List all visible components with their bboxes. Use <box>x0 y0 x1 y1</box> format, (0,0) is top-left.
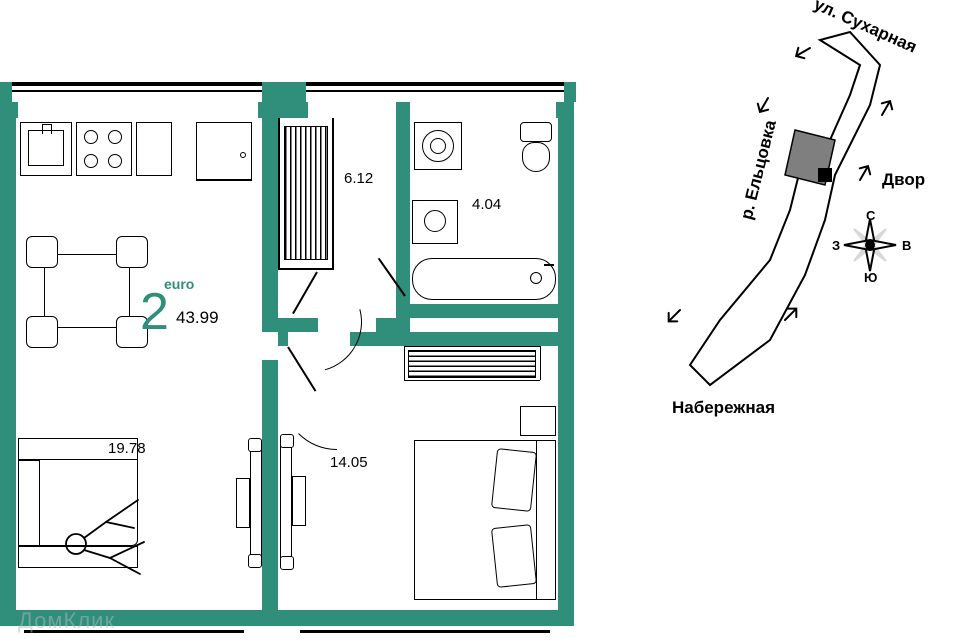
dining-chair <box>26 236 58 268</box>
site-plan: ул. Сухарная р. Ельцовка Двор Набережная… <box>620 10 940 440</box>
label-total-area: 43.99 <box>176 308 219 328</box>
toilet <box>520 122 552 142</box>
label-yard: Двор <box>882 170 925 190</box>
nightstand <box>520 406 556 436</box>
wall-living-east <box>262 102 278 332</box>
label-rooms-count: 2 <box>140 282 169 342</box>
person-icon <box>56 478 166 588</box>
label-embankment: Набережная <box>672 398 775 418</box>
rail-right-2 <box>306 90 564 92</box>
watermark: ДомКлик <box>18 608 115 634</box>
bedroom-radiator <box>408 350 536 378</box>
wall-right <box>558 102 574 626</box>
wall-bath-south <box>396 304 574 318</box>
tv-unit-living <box>250 448 262 558</box>
compass-n: С <box>866 208 875 223</box>
kitchen-hob <box>76 122 132 176</box>
label-living-area: 19.78 <box>108 440 146 457</box>
kitchen-counter <box>136 122 172 176</box>
tv-unit-bedroom <box>280 444 292 558</box>
compass-s: Ю <box>864 270 877 285</box>
label-bedroom-area: 14.05 <box>330 454 368 471</box>
label-bath-area: 4.04 <box>472 196 501 213</box>
compass-e: В <box>902 238 911 253</box>
label-hall-area: 6.12 <box>344 170 373 187</box>
kitchen-fridge <box>196 122 252 180</box>
compass-w: З <box>832 238 840 253</box>
rail-right <box>306 82 564 86</box>
compass-icon <box>844 219 896 271</box>
dining-chair <box>26 316 58 348</box>
hall-radiator <box>284 126 328 260</box>
wall-left <box>0 102 16 626</box>
rail-left-2 <box>12 90 262 92</box>
site-building-outline <box>690 32 880 385</box>
rail-left <box>12 82 262 86</box>
dining-chair <box>116 236 148 268</box>
floor-plan: euro 2 43.99 19.78 14.05 6.12 4.04 <box>0 40 580 630</box>
site-unit-marker <box>818 168 832 182</box>
